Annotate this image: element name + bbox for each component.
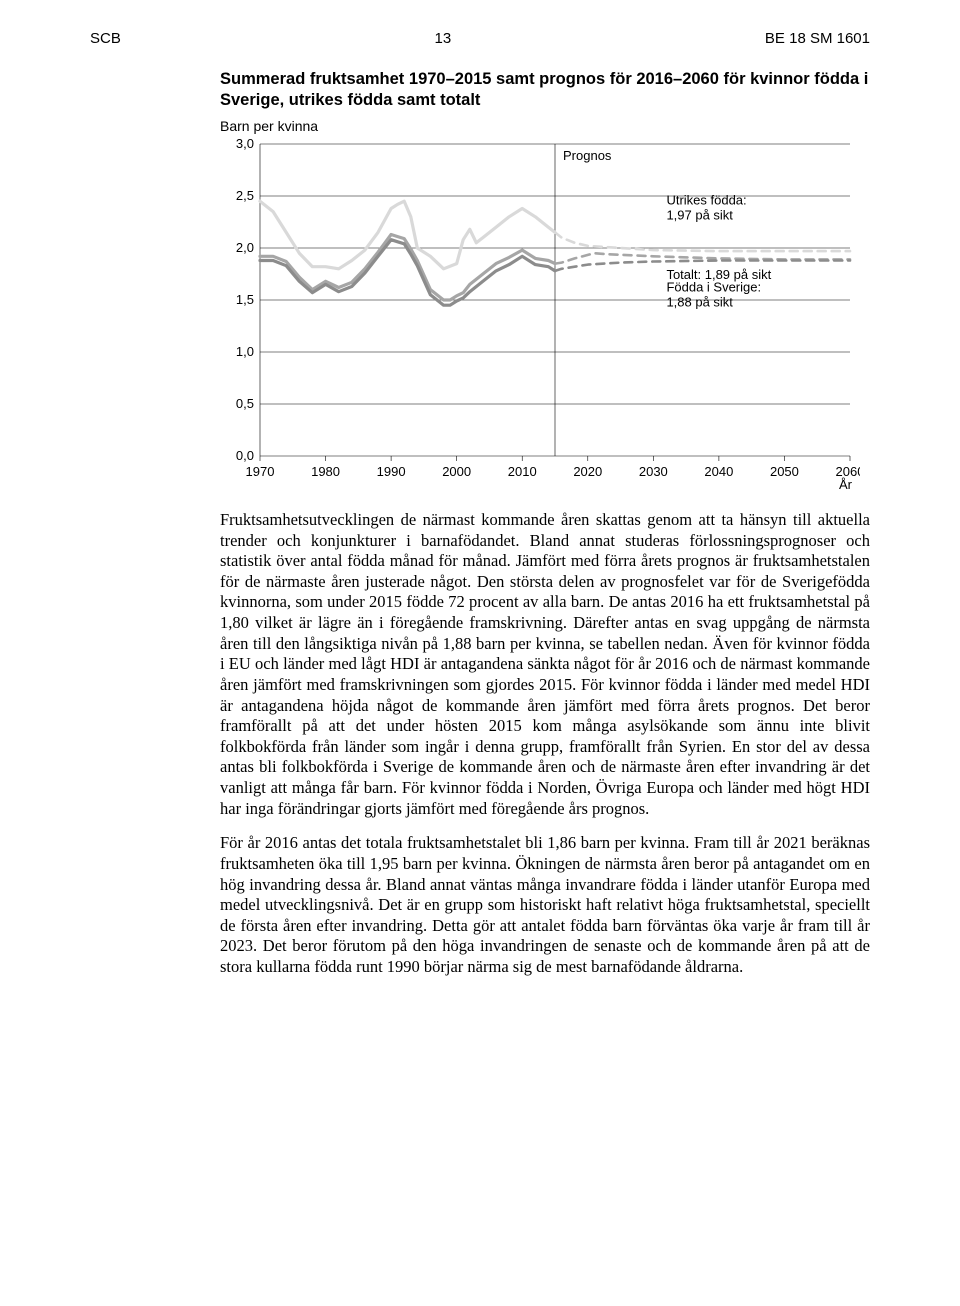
svg-text:2,5: 2,5 xyxy=(236,188,254,203)
paragraph-1: Fruktsamhetsutvecklingen de närmast komm… xyxy=(220,510,870,819)
svg-text:År: År xyxy=(839,477,853,492)
header-doc-id: BE 18 SM 1601 xyxy=(765,30,870,47)
svg-text:2040: 2040 xyxy=(704,464,733,479)
fertility-chart: 0,0 0,5 1,0 1,5 2,0 2,5 3,0 1970 1980 1990 2000 201… xyxy=(220,136,860,496)
svg-text:2000: 2000 xyxy=(442,464,471,479)
svg-text:1990: 1990 xyxy=(377,464,406,479)
header-page-num: 13 xyxy=(121,30,765,47)
svg-text:Födda i Sverige:1,88 på sikt: Födda i Sverige:1,88 på sikt xyxy=(666,280,761,310)
svg-text:2050: 2050 xyxy=(770,464,799,479)
page: SCB 13 BE 18 SM 1601 Summerad fruktsamhe… xyxy=(0,0,960,1306)
svg-text:0,5: 0,5 xyxy=(236,396,254,411)
svg-text:2,0: 2,0 xyxy=(236,240,254,255)
svg-text:Utrikes födda:1,97 på sikt: Utrikes födda:1,97 på sikt xyxy=(666,192,746,222)
svg-text:2020: 2020 xyxy=(573,464,602,479)
body-text: Fruktsamhetsutvecklingen de närmast komm… xyxy=(220,510,870,978)
svg-text:1,0: 1,0 xyxy=(236,344,254,359)
svg-text:2030: 2030 xyxy=(639,464,668,479)
svg-text:1,5: 1,5 xyxy=(236,292,254,307)
chart-block: Summerad fruktsamhet 1970–2015 samt prog… xyxy=(220,69,870,496)
chart-y-label: Barn per kvinna xyxy=(220,118,870,134)
page-header: SCB 13 BE 18 SM 1601 xyxy=(90,30,870,47)
svg-text:2010: 2010 xyxy=(508,464,537,479)
svg-text:Prognos: Prognos xyxy=(563,148,612,163)
svg-text:1980: 1980 xyxy=(311,464,340,479)
header-source: SCB xyxy=(90,30,121,47)
paragraph-2: För år 2016 antas det totala fruktsamhet… xyxy=(220,833,870,977)
svg-text:3,0: 3,0 xyxy=(236,136,254,151)
svg-text:1970: 1970 xyxy=(246,464,275,479)
chart-title: Summerad fruktsamhet 1970–2015 samt prog… xyxy=(220,69,870,112)
svg-text:0,0: 0,0 xyxy=(236,448,254,463)
